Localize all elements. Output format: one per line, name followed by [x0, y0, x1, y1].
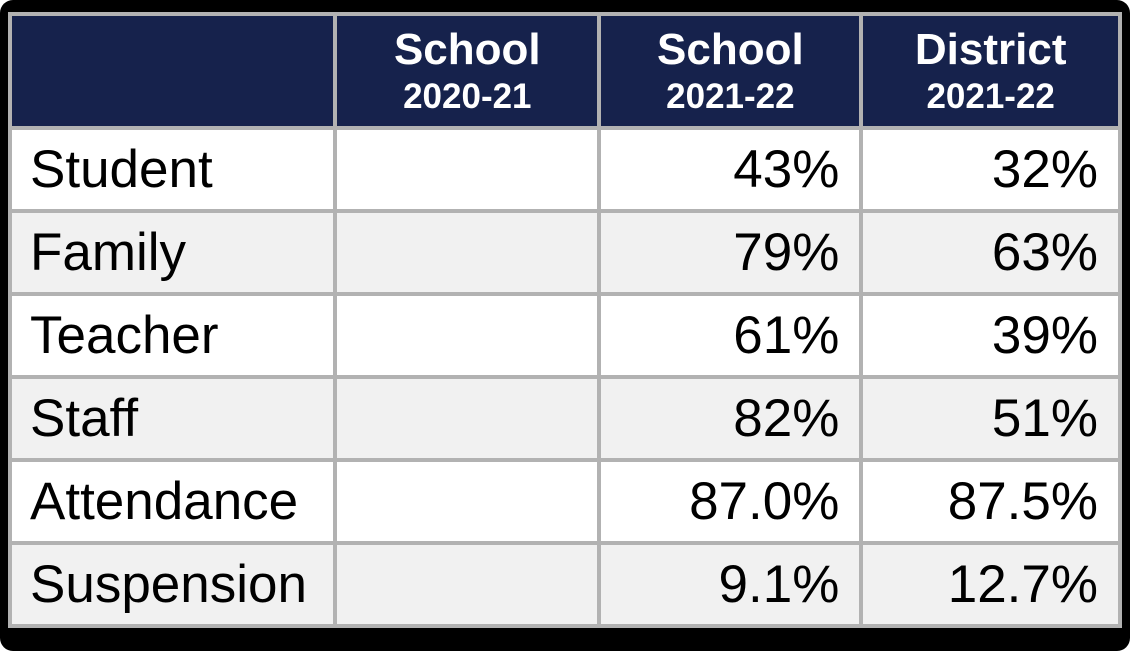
cell-staff-school-2020-21	[333, 375, 602, 462]
column-year: 2021-22	[666, 77, 795, 117]
column-header-school-2020-21: School 2020-21	[333, 12, 602, 130]
table-row: Staff 82% 51%	[7, 375, 1122, 462]
cell-suspension-school-2020-21	[333, 541, 602, 628]
cell-suspension-school-2021-22: 9.1%	[597, 541, 864, 628]
cell-family-school-2020-21	[333, 209, 602, 296]
table-row: Suspension 9.1% 12.7%	[7, 541, 1122, 628]
table-header-row: School 2020-21 School 2021-22 District 2…	[7, 12, 1122, 130]
column-year: 2021-22	[926, 77, 1055, 117]
column-header-district-2021-22: District 2021-22	[859, 12, 1122, 130]
cell-student-district-2021-22: 32%	[859, 126, 1122, 213]
row-label-suspension: Suspension	[7, 541, 338, 628]
column-title: School	[657, 25, 804, 75]
cell-teacher-district-2021-22: 39%	[859, 292, 1122, 379]
demographics-table: School 2020-21 School 2021-22 District 2…	[7, 12, 1122, 628]
row-label-teacher: Teacher	[7, 292, 338, 379]
cell-teacher-school-2021-22: 61%	[597, 292, 864, 379]
column-header-school-2021-22: School 2021-22	[597, 12, 864, 130]
cell-suspension-district-2021-22: 12.7%	[859, 541, 1122, 628]
row-label-attendance: Attendance	[7, 458, 338, 545]
cell-student-school-2021-22: 43%	[597, 126, 864, 213]
column-header-blank	[7, 12, 338, 130]
cell-teacher-school-2020-21	[333, 292, 602, 379]
column-title: School	[393, 25, 541, 75]
cell-family-district-2021-22: 63%	[859, 209, 1122, 296]
column-year: 2020-21	[403, 77, 532, 117]
row-label-student: Student	[7, 126, 338, 213]
table-row: Attendance 87.0% 87.5%	[7, 458, 1122, 545]
row-label-staff: Staff	[7, 375, 338, 462]
cell-attendance-district-2021-22: 87.5%	[859, 458, 1122, 545]
row-label-family: Family	[7, 209, 338, 296]
table-row: Family 79% 63%	[7, 209, 1122, 296]
cell-attendance-school-2021-22: 87.0%	[597, 458, 864, 545]
table-row: Student 43% 32%	[7, 126, 1122, 213]
cell-family-school-2021-22: 79%	[597, 209, 864, 296]
table-row: Teacher 61% 39%	[7, 292, 1122, 379]
column-title: District	[914, 25, 1067, 75]
cell-student-school-2020-21	[333, 126, 602, 213]
cell-staff-school-2021-22: 82%	[597, 375, 864, 462]
cell-attendance-school-2020-21	[333, 458, 602, 545]
cell-staff-district-2021-22: 51%	[859, 375, 1122, 462]
